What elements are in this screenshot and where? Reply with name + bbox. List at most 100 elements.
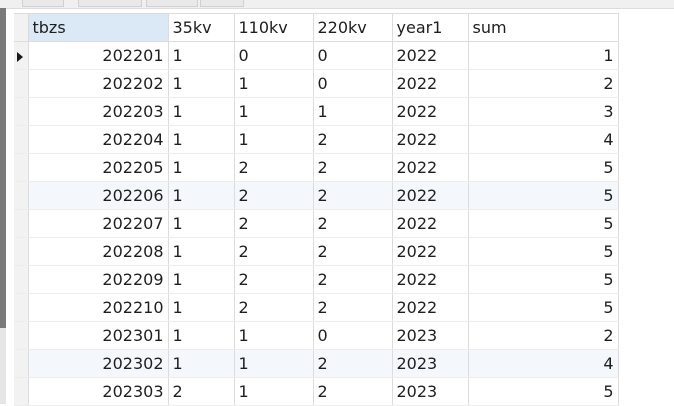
table-row[interactable]: 202206 1 2 2 2022 5 <box>14 181 619 210</box>
cell-tbzs[interactable]: 202208 <box>28 237 169 266</box>
cell-35kv[interactable]: 1 <box>168 265 235 294</box>
cell-110kv[interactable]: 2 <box>234 209 314 238</box>
cell-220kv[interactable]: 2 <box>313 181 393 210</box>
cell-tbzs[interactable]: 202301 <box>28 321 169 350</box>
row-indicator[interactable] <box>14 265 29 294</box>
cell-sum[interactable]: 2 <box>468 321 619 350</box>
cell-35kv[interactable]: 1 <box>168 349 235 378</box>
cell-tbzs[interactable]: 202206 <box>28 181 169 210</box>
cell-35kv[interactable]: 1 <box>168 181 235 210</box>
cell-35kv[interactable]: 1 <box>168 321 235 350</box>
cell-tbzs[interactable]: 202203 <box>28 97 169 126</box>
cell-35kv[interactable]: 1 <box>168 41 235 70</box>
row-indicator[interactable] <box>14 181 29 210</box>
cell-sum[interactable]: 1 <box>468 41 619 70</box>
row-indicator[interactable] <box>14 293 29 322</box>
toolbar-tab-fragment[interactable] <box>78 0 142 7</box>
cell-year1[interactable]: 2022 <box>392 153 469 182</box>
result-grid[interactable]: tbzs 35kv 110kv 220kv year1 sum 202201 1 0… <box>14 13 619 406</box>
cell-35kv[interactable]: 2 <box>168 377 235 406</box>
cell-sum[interactable]: 2 <box>468 69 619 98</box>
cell-sum[interactable]: 5 <box>468 153 619 182</box>
toolbar-tab-fragment[interactable] <box>22 0 64 7</box>
cell-sum[interactable]: 4 <box>468 125 619 154</box>
cell-35kv[interactable]: 1 <box>168 237 235 266</box>
cell-tbzs[interactable]: 202204 <box>28 125 169 154</box>
cell-year1[interactable]: 2023 <box>392 377 469 406</box>
table-row[interactable]: 202302 1 1 2 2023 4 <box>14 349 619 378</box>
cell-110kv[interactable]: 1 <box>234 125 314 154</box>
cell-year1[interactable]: 2022 <box>392 41 469 70</box>
cell-110kv[interactable]: 2 <box>234 237 314 266</box>
cell-year1[interactable]: 2023 <box>392 321 469 350</box>
cell-year1[interactable]: 2023 <box>392 349 469 378</box>
cell-tbzs[interactable]: 202202 <box>28 69 169 98</box>
cell-35kv[interactable]: 1 <box>168 209 235 238</box>
cell-220kv[interactable]: 0 <box>313 321 393 350</box>
cell-year1[interactable]: 2022 <box>392 209 469 238</box>
row-indicator[interactable] <box>14 41 29 70</box>
cell-220kv[interactable]: 2 <box>313 293 393 322</box>
cell-year1[interactable]: 2022 <box>392 265 469 294</box>
cell-220kv[interactable]: 2 <box>313 209 393 238</box>
cell-tbzs[interactable]: 202303 <box>28 377 169 406</box>
cell-110kv[interactable]: 1 <box>234 69 314 98</box>
column-header-tbzs[interactable]: tbzs <box>28 13 169 42</box>
column-header-220kv[interactable]: 220kv <box>313 13 393 42</box>
table-row[interactable]: 202204 1 1 2 2022 4 <box>14 125 619 154</box>
cell-220kv[interactable]: 0 <box>313 69 393 98</box>
table-row[interactable]: 202205 1 2 2 2022 5 <box>14 153 619 182</box>
row-indicator[interactable] <box>14 97 29 126</box>
row-indicator[interactable] <box>14 321 29 350</box>
cell-35kv[interactable]: 1 <box>168 153 235 182</box>
cell-110kv[interactable]: 1 <box>234 97 314 126</box>
cell-110kv[interactable]: 2 <box>234 153 314 182</box>
row-indicator[interactable] <box>14 209 29 238</box>
row-indicator[interactable] <box>14 237 29 266</box>
table-row[interactable]: 202201 1 0 0 2022 1 <box>14 41 619 70</box>
cell-220kv[interactable]: 2 <box>313 377 393 406</box>
cell-tbzs[interactable]: 202210 <box>28 293 169 322</box>
table-row[interactable]: 202208 1 2 2 2022 5 <box>14 237 619 266</box>
table-row[interactable]: 202207 1 2 2 2022 5 <box>14 209 619 238</box>
cell-220kv[interactable]: 2 <box>313 153 393 182</box>
column-header-110kv[interactable]: 110kv <box>234 13 314 42</box>
cell-110kv[interactable]: 2 <box>234 181 314 210</box>
cell-35kv[interactable]: 1 <box>168 125 235 154</box>
cell-sum[interactable]: 5 <box>468 265 619 294</box>
column-header-year1[interactable]: year1 <box>392 13 469 42</box>
cell-110kv[interactable]: 0 <box>234 41 314 70</box>
cell-year1[interactable]: 2022 <box>392 181 469 210</box>
cell-sum[interactable]: 5 <box>468 181 619 210</box>
cell-220kv[interactable]: 0 <box>313 41 393 70</box>
cell-sum[interactable]: 3 <box>468 97 619 126</box>
cell-sum[interactable]: 4 <box>468 349 619 378</box>
cell-35kv[interactable]: 1 <box>168 97 235 126</box>
column-header-35kv[interactable]: 35kv <box>168 13 235 42</box>
table-row[interactable]: 202210 1 2 2 2022 5 <box>14 293 619 322</box>
cell-tbzs[interactable]: 202205 <box>28 153 169 182</box>
cell-sum[interactable]: 5 <box>468 209 619 238</box>
row-indicator[interactable] <box>14 153 29 182</box>
table-row[interactable]: 202303 2 1 2 2023 5 <box>14 377 619 406</box>
cell-220kv[interactable]: 1 <box>313 97 393 126</box>
cell-220kv[interactable]: 2 <box>313 265 393 294</box>
cell-220kv[interactable]: 2 <box>313 125 393 154</box>
row-indicator[interactable] <box>14 377 29 406</box>
cell-tbzs[interactable]: 202209 <box>28 265 169 294</box>
cell-year1[interactable]: 2022 <box>392 69 469 98</box>
cell-tbzs[interactable]: 202302 <box>28 349 169 378</box>
cell-110kv[interactable]: 1 <box>234 377 314 406</box>
cell-110kv[interactable]: 2 <box>234 293 314 322</box>
cell-35kv[interactable]: 1 <box>168 293 235 322</box>
column-header-sum[interactable]: sum <box>468 13 619 42</box>
cell-sum[interactable]: 5 <box>468 377 619 406</box>
cell-35kv[interactable]: 1 <box>168 69 235 98</box>
table-row[interactable]: 202209 1 2 2 2022 5 <box>14 265 619 294</box>
cell-sum[interactable]: 5 <box>468 237 619 266</box>
row-indicator[interactable] <box>14 349 29 378</box>
cell-110kv[interactable]: 2 <box>234 265 314 294</box>
cell-year1[interactable]: 2022 <box>392 125 469 154</box>
toolbar-tab-fragment[interactable] <box>200 0 244 7</box>
table-row[interactable]: 202301 1 1 0 2023 2 <box>14 321 619 350</box>
